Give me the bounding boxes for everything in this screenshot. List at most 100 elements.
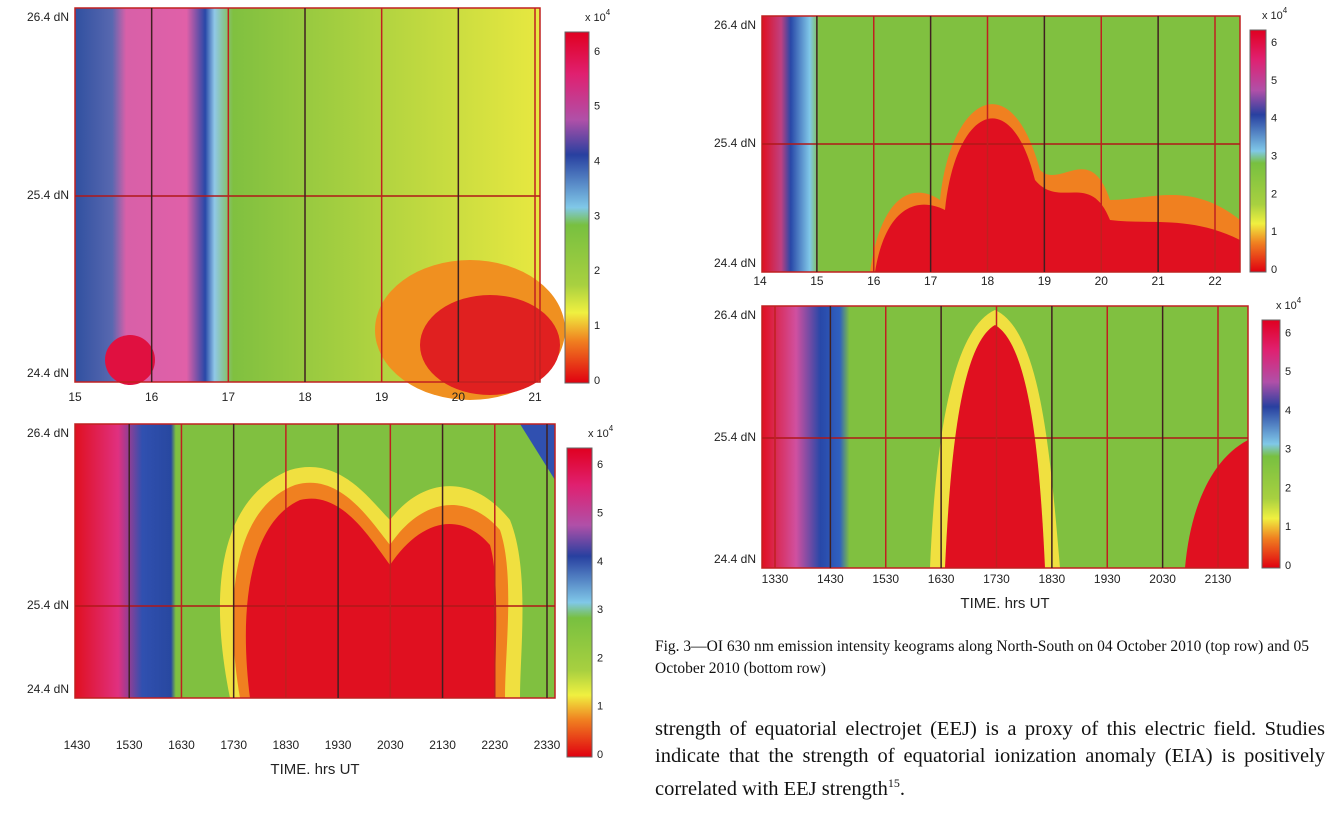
paragraph-text: strength of equatorial electrojet (EEJ) … xyxy=(655,718,1325,800)
exponent-base: x 10 xyxy=(1276,300,1297,312)
x-tick-label: 17 xyxy=(924,274,938,288)
x-tick-label: 1930 xyxy=(1094,572,1121,586)
colorbar-tick-label: 5 xyxy=(1285,366,1291,378)
x-tick-label: 22 xyxy=(1208,274,1222,288)
colorbar-tick-label: 5 xyxy=(594,101,600,113)
x-tick-label: 19 xyxy=(1038,274,1052,288)
colorbar-tick-label: 3 xyxy=(594,210,600,222)
colorbar-tick-label: 0 xyxy=(1271,264,1277,276)
x-tick-label: 17 xyxy=(222,390,236,404)
colorbar-tick-label: 3 xyxy=(597,604,603,616)
plot-frame xyxy=(74,7,541,383)
body-paragraph: strength of equatorial electrojet (EEJ) … xyxy=(655,716,1325,803)
x-tick-label: 19 xyxy=(375,390,389,404)
x-tick-label: 14 xyxy=(753,274,767,288)
x-tick-label: 18 xyxy=(981,274,995,288)
y-tick-label: 25.4 dN xyxy=(27,188,69,202)
heat-region xyxy=(245,498,497,698)
colorbar-exponent: x 104 xyxy=(588,424,614,440)
x-tick-label: 1330 xyxy=(762,572,789,586)
colorbar-tick-label: 4 xyxy=(594,156,600,168)
x-tick-label: 21 xyxy=(528,390,542,404)
exponent-power: 4 xyxy=(1297,296,1302,305)
exponent-power: 4 xyxy=(1283,6,1288,15)
heat-region xyxy=(875,118,1240,272)
x-tick-label: 1730 xyxy=(220,738,247,752)
colorbar-exponent: x 104 xyxy=(585,8,611,24)
exponent-power: 4 xyxy=(606,8,611,17)
x-tick-label: 1430 xyxy=(817,572,844,586)
x-tick-label: 1630 xyxy=(168,738,195,752)
colorbar xyxy=(564,31,590,384)
colorbar-tick-label: 0 xyxy=(597,749,603,761)
x-tick-label: 1830 xyxy=(1039,572,1066,586)
colorbar-tick-label: 6 xyxy=(597,459,603,471)
colorbar xyxy=(1249,29,1267,273)
colorbar-tick-label: 2 xyxy=(1271,188,1277,200)
plot-frame xyxy=(761,305,1249,569)
x-axis-label: TIME. hrs UT xyxy=(270,761,359,778)
x-tick-label: 1430 xyxy=(64,738,91,752)
colorbar-tick-label: 1 xyxy=(1285,521,1291,533)
colorbar-tick-label: 6 xyxy=(594,46,600,58)
colorbar-tick-label: 6 xyxy=(1271,37,1277,49)
x-tick-label: 2130 xyxy=(429,738,456,752)
exponent-base: x 10 xyxy=(1262,10,1283,22)
colorbar-tick-label: 2 xyxy=(1285,482,1291,494)
x-tick-label: 16 xyxy=(867,274,881,288)
x-tick-label: 1930 xyxy=(325,738,352,752)
heat-region xyxy=(1185,440,1248,568)
colorbar-exponent: x 104 xyxy=(1276,296,1302,312)
x-tick-label: 2230 xyxy=(481,738,508,752)
y-tick-label: 26.4 dN xyxy=(714,18,756,32)
x-tick-label: 20 xyxy=(452,390,466,404)
y-tick-label: 26.4 dN xyxy=(714,308,756,322)
x-tick-label: 2030 xyxy=(1149,572,1176,586)
figure-caption: Fig. 3—OI 630 nm emission intensity keog… xyxy=(655,638,1309,677)
heat-region xyxy=(105,335,155,385)
keogram-images xyxy=(75,8,1248,698)
colorbar-tick-label: 4 xyxy=(1285,405,1291,417)
colorbar-tick-label: 0 xyxy=(1285,560,1291,572)
x-tick-label: 15 xyxy=(810,274,824,288)
colorbar-tick-label: 1 xyxy=(1271,226,1277,238)
x-tick-label: 16 xyxy=(145,390,159,404)
x-tick-label: 18 xyxy=(298,390,312,404)
colorbar-tick-label: 4 xyxy=(1271,113,1277,125)
y-tick-label: 25.4 dN xyxy=(714,136,756,150)
colorbar-tick-label: 1 xyxy=(597,701,603,713)
colorbar-tick-label: 3 xyxy=(1285,444,1291,456)
x-tick-label: 1530 xyxy=(116,738,143,752)
x-tick-label: 1730 xyxy=(983,572,1010,586)
x-tick-label: 15 xyxy=(68,390,82,404)
colorbar-tick-label: 2 xyxy=(597,652,603,664)
y-tick-label: 25.4 dN xyxy=(714,430,756,444)
x-tick-label: 2330 xyxy=(534,738,561,752)
x-tick-label: 1630 xyxy=(928,572,955,586)
colorbar-tick-label: 3 xyxy=(1271,150,1277,162)
exponent-base: x 10 xyxy=(588,428,609,440)
colorbar-tick-label: 2 xyxy=(594,265,600,277)
reference: 15 xyxy=(887,776,900,790)
heat-region xyxy=(420,295,560,395)
x-tick-label: 2130 xyxy=(1205,572,1232,586)
colorbar-tick-label: 5 xyxy=(1271,75,1277,87)
x-tick-label: 1530 xyxy=(872,572,899,586)
exponent-base: x 10 xyxy=(585,12,606,24)
colorbar xyxy=(1261,319,1281,569)
x-axis-label: TIME. hrs UT xyxy=(960,595,1049,612)
y-tick-label: 26.4 dN xyxy=(27,426,69,440)
colorbar-tick-label: 5 xyxy=(597,508,603,520)
y-tick-label: 26.4 dN xyxy=(27,10,69,24)
y-tick-label: 24.4 dN xyxy=(714,256,756,270)
colorbar-exponent: x 104 xyxy=(1262,6,1288,22)
colorbar-tick-label: 4 xyxy=(597,556,603,568)
x-tick-label: 2030 xyxy=(377,738,404,752)
y-tick-label: 24.4 dN xyxy=(714,552,756,566)
colorbar-tick-label: 1 xyxy=(594,320,600,332)
colorbar-tick-label: 6 xyxy=(1285,327,1291,339)
x-tick-label: 21 xyxy=(1151,274,1165,288)
x-tick-label: 20 xyxy=(1095,274,1109,288)
